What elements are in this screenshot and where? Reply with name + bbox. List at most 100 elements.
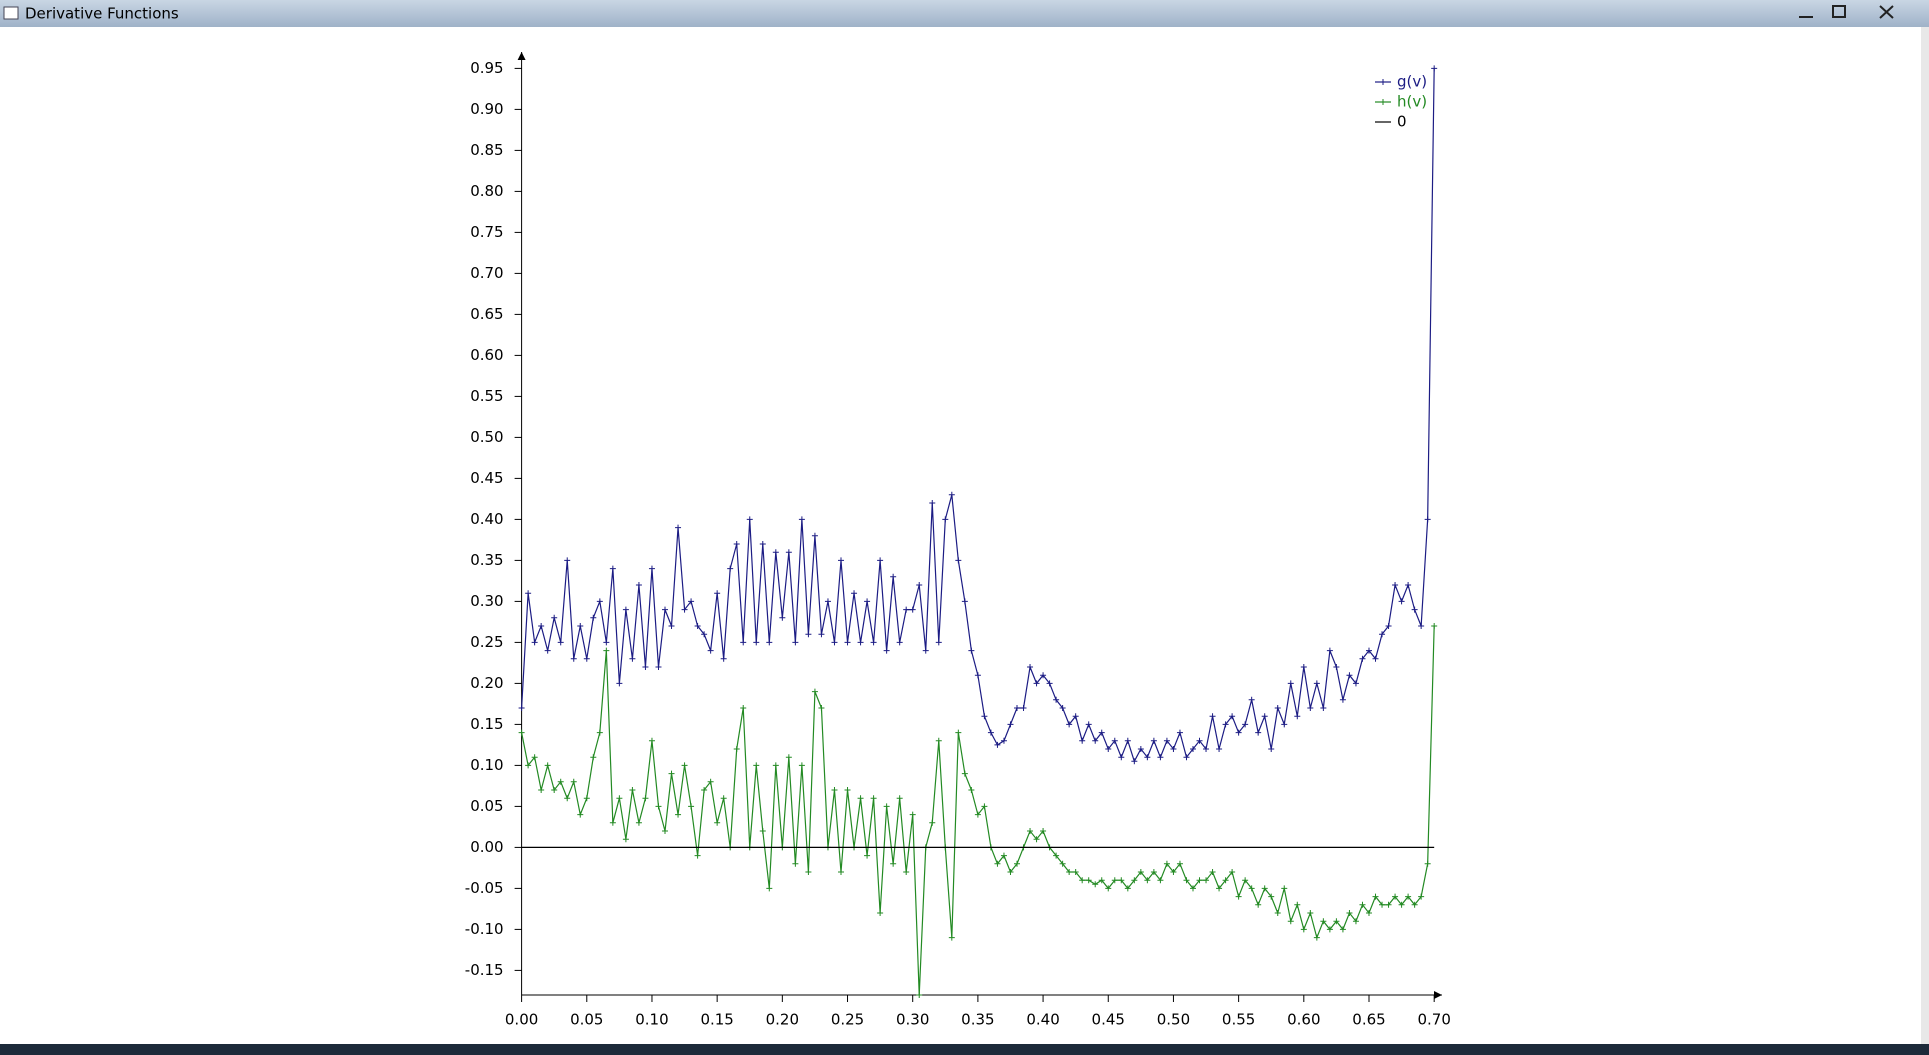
point-marker (564, 795, 571, 802)
y-tick-label: 0.20 (470, 674, 503, 692)
point-marker (622, 606, 629, 613)
x-tick-label: 0.55 (1222, 1011, 1255, 1029)
point-marker (564, 557, 571, 564)
point-marker (675, 811, 682, 818)
point-marker (531, 639, 538, 646)
point-marker (1183, 877, 1190, 884)
point-marker (1170, 746, 1177, 752)
point-marker (1040, 672, 1047, 679)
y-tick-label: 0.80 (470, 182, 503, 200)
point-marker (1268, 746, 1275, 752)
scrollbar[interactable] (1921, 27, 1929, 1045)
point-marker (1033, 680, 1040, 687)
point-marker (1137, 746, 1144, 752)
point-marker (1281, 885, 1288, 892)
point-marker (622, 836, 629, 843)
point-marker (1150, 737, 1157, 744)
point-marker (1092, 881, 1099, 888)
x-tick-label: 0.15 (700, 1011, 733, 1029)
x-tick-label: 0.45 (1092, 1011, 1125, 1029)
point-marker (903, 869, 910, 875)
point-marker (1105, 746, 1112, 752)
point-marker (1098, 877, 1105, 884)
x-tick-label: 0.10 (635, 1011, 668, 1029)
point-marker (720, 795, 727, 802)
point-marker (531, 754, 538, 761)
point-marker (1059, 860, 1066, 867)
point-marker (1020, 705, 1027, 711)
point-marker (890, 860, 897, 867)
point-marker (1027, 664, 1034, 670)
close[interactable] (1879, 5, 1894, 19)
point-marker (635, 582, 642, 588)
point-marker (974, 811, 981, 818)
point-marker (1313, 934, 1320, 941)
point-marker (916, 992, 923, 998)
point-marker (1248, 696, 1255, 703)
y-tick-label: 0.60 (470, 346, 503, 364)
point-marker (1392, 582, 1399, 588)
point-marker (518, 729, 525, 736)
point-marker (805, 869, 812, 875)
point-marker (1372, 893, 1379, 900)
point-marker (727, 565, 734, 572)
y-tick-label: 0.90 (470, 100, 503, 118)
point-marker (935, 639, 942, 646)
point-marker (1294, 713, 1301, 720)
point-marker (544, 647, 551, 654)
y-tick-label: 0.55 (470, 387, 503, 405)
point-marker (1333, 918, 1340, 925)
point-marker (714, 590, 721, 597)
point-marker (570, 655, 577, 662)
point-marker (538, 787, 545, 793)
point-marker (590, 754, 597, 761)
x-axis-arrow (1434, 991, 1442, 999)
point-marker (1072, 869, 1079, 875)
point-marker (655, 803, 662, 810)
window-controls[interactable] (1799, 5, 1894, 19)
point-marker (590, 614, 597, 621)
point-marker (1261, 885, 1268, 892)
point-marker (811, 688, 818, 695)
point-marker (1281, 721, 1288, 728)
point-marker (1105, 885, 1112, 892)
y-tick-label: 0.05 (470, 797, 503, 815)
x-tick-label: 0.05 (570, 1011, 603, 1029)
point-marker (1216, 885, 1223, 892)
point-marker (733, 541, 740, 547)
point-marker (1405, 582, 1412, 588)
x-tick-label: 0.00 (505, 1011, 538, 1029)
point-marker (811, 532, 818, 539)
point-marker (870, 795, 877, 802)
point-marker (603, 647, 610, 654)
point-marker (877, 557, 884, 564)
point-marker (1274, 705, 1281, 711)
x-tick-label: 0.70 (1417, 1011, 1450, 1029)
point-marker (1385, 623, 1392, 629)
point-marker (1150, 869, 1157, 875)
y-tick-label: 0.10 (470, 756, 503, 774)
point-marker (1320, 705, 1327, 711)
point-marker (1118, 877, 1125, 884)
point-marker (1059, 705, 1066, 711)
point-marker (746, 516, 753, 523)
point-marker (655, 664, 662, 670)
point-marker (831, 787, 838, 793)
point-marker (1085, 721, 1092, 728)
point-marker (1424, 516, 1431, 523)
point-marker (903, 606, 910, 613)
point-marker (1007, 869, 1014, 875)
restore[interactable] (1832, 5, 1846, 18)
point-marker (1339, 696, 1346, 703)
point-marker (929, 500, 936, 506)
point-marker (1300, 664, 1307, 670)
point-marker (577, 623, 584, 629)
point-marker (583, 655, 590, 662)
point-marker (688, 803, 695, 810)
point-marker (1085, 877, 1092, 884)
point-marker (616, 795, 623, 802)
point-marker (1352, 918, 1359, 925)
point-marker (525, 590, 532, 597)
point-marker (740, 705, 747, 711)
